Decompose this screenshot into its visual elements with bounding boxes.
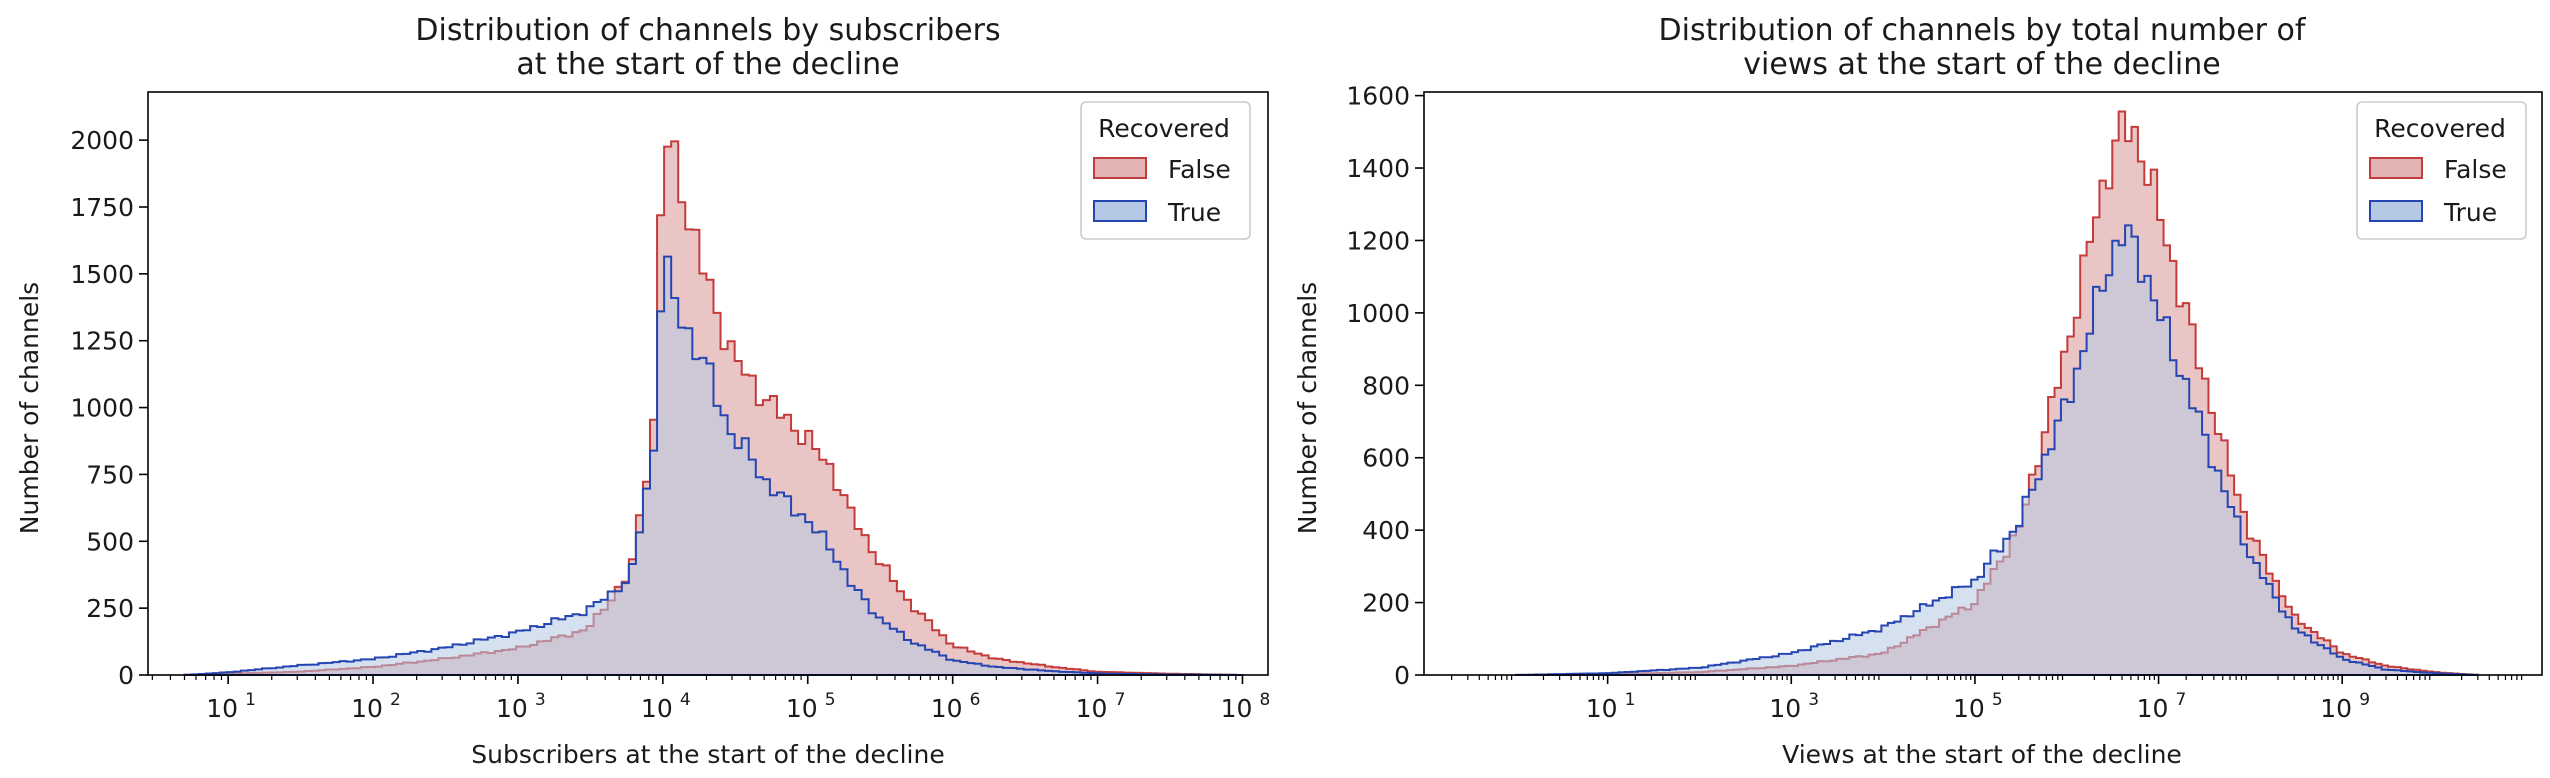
x-tick-label: 10 [2137, 694, 2169, 723]
y-axis-label: Number of channels [1293, 282, 1322, 534]
x-tick-label: 10 [2320, 694, 2352, 723]
x-tick-exponent: 4 [680, 690, 691, 710]
y-tick-label: 0 [118, 661, 134, 690]
axes-layer: 0 200 400 600 800 1000 1200 1400 1600 10 1 10 3 10 5 10… [1346, 82, 2543, 723]
x-axis-label: Views at the start of the decline [1782, 740, 2182, 769]
y-tick-label: 1750 [70, 193, 134, 222]
axes-frame [1423, 91, 2543, 676]
x-tick-exponent: 3 [1808, 690, 1819, 710]
chart-title-line-2: at the start of the decline [516, 47, 899, 82]
x-tick-exponent: 1 [245, 690, 256, 710]
x-tick-label: 10 [1076, 694, 1108, 723]
y-tick-label: 250 [86, 594, 134, 623]
series-layer [183, 140, 1244, 676]
x-tick-exponent: 7 [2176, 690, 2187, 710]
x-tick-label: 10 [496, 694, 528, 723]
x-tick-exponent: 1 [1625, 690, 1636, 710]
y-tick-label: 1250 [70, 327, 134, 356]
chart-title-line-2: views at the start of the decline [1743, 47, 2220, 82]
x-tick-label: 10 [786, 694, 818, 723]
x-tick-exponent: 3 [535, 690, 546, 710]
legend-label-true: True [2443, 198, 2497, 227]
y-tick-label: 1000 [1346, 299, 1410, 328]
y-tick-label: 200 [1362, 589, 1410, 618]
x-tick-exponent: 9 [2359, 690, 2370, 710]
y-tick-label: 1000 [70, 394, 134, 423]
x-tick-exponent: 5 [1992, 690, 2003, 710]
axes-frame [147, 91, 1269, 676]
series-layer [1514, 110, 2479, 676]
y-tick-label: 400 [1362, 516, 1410, 545]
x-tick-label: 10 [931, 694, 963, 723]
chart-views: Distribution of channels by total number… [1293, 13, 2543, 769]
legend-swatch-false [2369, 157, 2423, 179]
x-tick-label: 10 [206, 694, 238, 723]
legend-swatch-true [1093, 200, 1147, 222]
x-tick-label: 10 [1221, 694, 1253, 723]
x-tick-label: 10 [1953, 694, 1985, 723]
y-tick-label: 600 [1362, 444, 1410, 473]
y-tick-label: 2000 [70, 126, 134, 155]
x-tick-label: 10 [351, 694, 383, 723]
y-tick-label: 800 [1362, 371, 1410, 400]
legend-label-false: False [2444, 155, 2507, 184]
legend-title: Recovered [1098, 114, 1230, 143]
x-tick-exponent: 7 [1115, 690, 1126, 710]
legend-title: Recovered [2374, 114, 2506, 143]
x-tick-label: 10 [641, 694, 673, 723]
chart-title-line-1: Distribution of channels by total number… [1659, 13, 2307, 48]
y-tick-label: 1400 [1346, 154, 1410, 183]
series-true [1514, 224, 2479, 676]
series-true [183, 255, 1244, 676]
x-tick-exponent: 2 [390, 690, 401, 710]
legend: Recovered False True [1080, 101, 1251, 240]
x-tick-exponent: 5 [825, 690, 836, 710]
x-axis-label: Subscribers at the start of the decline [471, 740, 944, 769]
x-tick-exponent: 6 [970, 690, 981, 710]
y-tick-label: 1600 [1346, 82, 1410, 111]
chart-subscribers: Distribution of channels by subscribers … [15, 13, 1270, 769]
x-tick-exponent: 8 [1259, 690, 1270, 710]
y-tick-label: 1200 [1346, 226, 1410, 255]
chart-title-line-1: Distribution of channels by subscribers [415, 13, 1000, 48]
legend-swatch-true [2369, 200, 2423, 222]
legend-label-true: True [1167, 198, 1221, 227]
legend: Recovered False True [2356, 101, 2527, 240]
y-axis-label: Number of channels [15, 282, 44, 534]
y-tick-label: 1500 [70, 260, 134, 289]
y-tick-label: 750 [86, 460, 134, 489]
x-tick-label: 10 [1586, 694, 1618, 723]
legend-label-false: False [1168, 155, 1231, 184]
y-tick-label: 0 [1394, 661, 1410, 690]
x-tick-label: 10 [1769, 694, 1801, 723]
legend-swatch-false [1093, 157, 1147, 179]
y-tick-label: 500 [86, 527, 134, 556]
